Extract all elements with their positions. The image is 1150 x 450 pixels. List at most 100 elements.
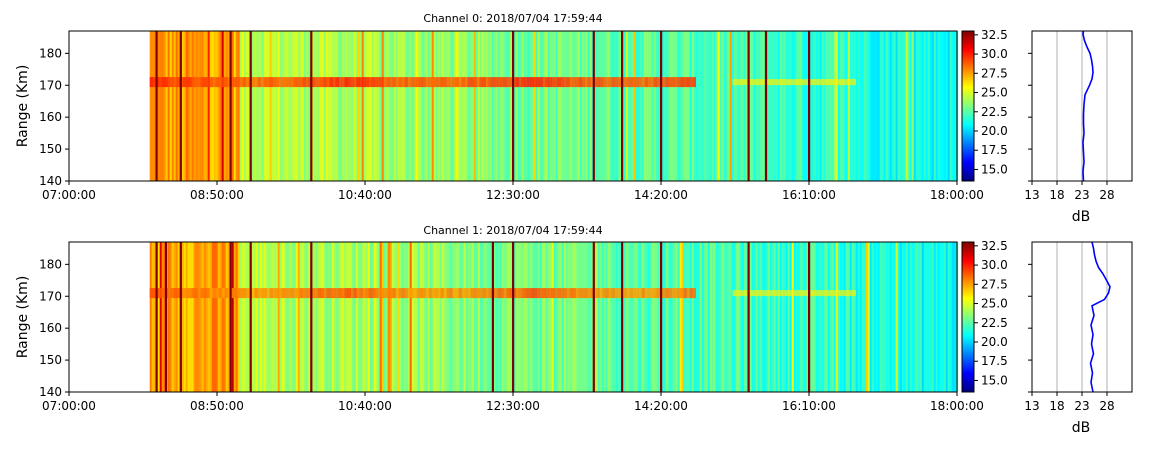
heatmap-column [517, 242, 521, 392]
heatmap-column [433, 31, 437, 181]
channel-0-title: Channel 0: 2018/07/04 17:59:44 [423, 12, 602, 25]
heatmap-column [265, 242, 269, 392]
heatmap-column [377, 242, 381, 392]
heatmap-column [929, 242, 933, 392]
heatmap-column [727, 242, 731, 392]
echo-layer-cell [593, 288, 597, 299]
echo-layer-cell [209, 288, 213, 299]
heatmap-column [665, 31, 669, 181]
heatmap-column [289, 242, 293, 392]
echo-layer-cell [440, 288, 444, 299]
heatmap-column [487, 31, 491, 181]
heatmap-column [721, 31, 725, 181]
heatmap-column [405, 242, 409, 392]
heatmap-column [563, 242, 567, 392]
heatmap-column [857, 31, 861, 181]
heatmap-column [895, 242, 899, 392]
interference-line [808, 242, 811, 392]
heatmap-column [713, 242, 717, 392]
echo-layer-cell [386, 77, 390, 88]
interference-line [249, 242, 252, 392]
heatmap-column [383, 31, 387, 181]
echo-layer-cell [281, 288, 285, 299]
echo-layer-cell [518, 288, 522, 299]
heatmap-column [867, 242, 871, 392]
heatmap-column [411, 242, 415, 392]
echo-layer-cell [233, 77, 237, 88]
heatmap-column [547, 31, 551, 181]
heatmap-column [483, 31, 487, 181]
heatmap-column [921, 31, 925, 181]
echo-layer-cell [617, 77, 621, 88]
echo-layer-cell [662, 288, 666, 299]
echo-layer-cell [578, 288, 582, 299]
heatmap-column [247, 31, 251, 181]
heatmap-column [313, 31, 317, 181]
heatmap-column [175, 31, 179, 181]
heatmap-column [585, 31, 589, 181]
heatmap-column [623, 242, 627, 392]
echo-layer-cell [401, 288, 405, 299]
heatmap-column [557, 31, 561, 181]
heatmap-column [533, 31, 537, 181]
heatmap-column [515, 242, 519, 392]
heatmap-column [411, 31, 415, 181]
heatmap-column [433, 242, 437, 392]
heatmap-column [577, 31, 581, 181]
heatmap-column [207, 242, 211, 392]
heatmap-column [843, 31, 847, 181]
heatmap-column [515, 31, 519, 181]
heatmap-column [449, 31, 453, 181]
heatmap-column [603, 242, 607, 392]
heatmap-column [431, 31, 435, 181]
heatmap-column [217, 31, 221, 181]
echo-layer-cell [560, 77, 564, 88]
heatmap-column [467, 242, 471, 392]
echo-layer-cell [536, 77, 540, 88]
heatmap-column [795, 242, 799, 392]
echo-layer-cell [632, 288, 636, 299]
heatmap-column [803, 242, 807, 392]
echo-layer-cell [599, 77, 603, 88]
heatmap-column [845, 31, 849, 181]
echo-layer-cell [638, 288, 642, 299]
echo-layer-cell [515, 77, 519, 88]
echo-layer-cell [251, 77, 255, 88]
profile-x-tick-label: 13 [1024, 399, 1039, 413]
heatmap-column [225, 31, 229, 181]
heatmap-column [953, 31, 957, 181]
heatmap-column [305, 31, 309, 181]
heatmap-column [799, 242, 803, 392]
interference-line [660, 242, 663, 392]
heatmap-column [357, 31, 361, 181]
heatmap-column [771, 31, 775, 181]
heatmap-column [717, 31, 721, 181]
heatmap-column [257, 31, 261, 181]
heatmap-column [153, 242, 157, 392]
heatmap-column [733, 242, 737, 392]
echo-layer-cell [476, 77, 480, 88]
heatmap-column [565, 242, 569, 392]
interference-line [310, 31, 313, 181]
heatmap-column [345, 31, 349, 181]
heatmap-column [939, 242, 943, 392]
colorbar-tick-label: 30.0 [981, 258, 1008, 272]
echo-layer-cell [404, 288, 408, 299]
heatmap-column [579, 31, 583, 181]
x-tick-label: 10:40:00 [338, 399, 392, 413]
echo-layer-cell [590, 77, 594, 88]
heatmap-column [417, 242, 421, 392]
heatmap-column [463, 242, 467, 392]
heatmap-column [191, 31, 195, 181]
heatmap-column [805, 31, 809, 181]
echo-layer-cell [494, 288, 498, 299]
echo-layer-cell [191, 288, 195, 299]
echo-layer-cell [665, 288, 669, 299]
heatmap-column [609, 31, 613, 181]
heatmap-column [735, 242, 739, 392]
echo-layer-cell [671, 288, 675, 299]
echo-layer-cell [374, 288, 378, 299]
heatmap-column [531, 31, 535, 181]
interference-line [155, 31, 158, 181]
